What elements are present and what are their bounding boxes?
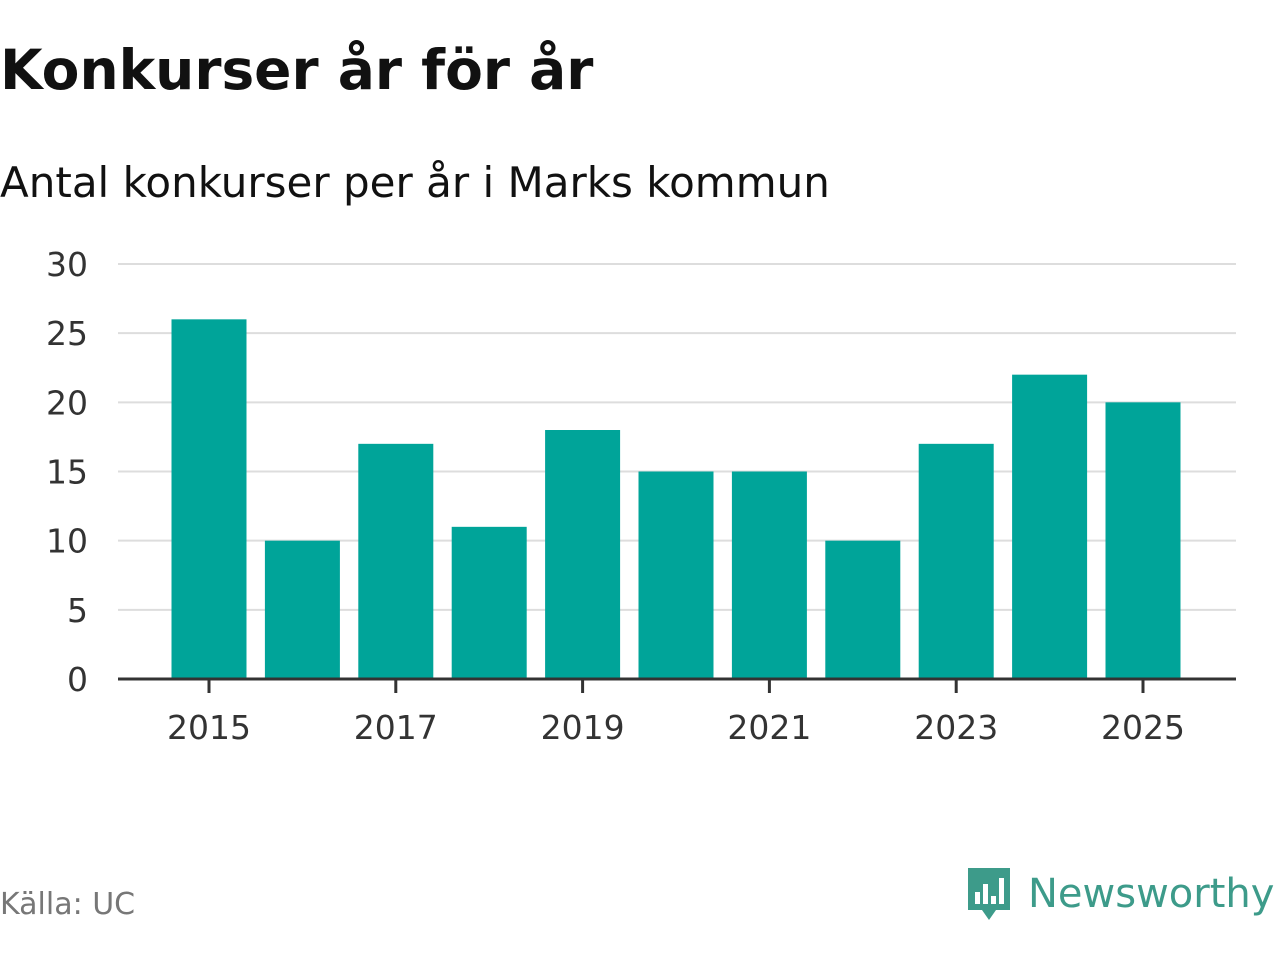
bar-2017 [358, 443, 434, 679]
bar-2024 [1012, 374, 1088, 679]
y-tick-label: 10 [46, 522, 88, 561]
x-tick-label: 2019 [541, 708, 625, 747]
bar-2022 [825, 540, 901, 679]
chart-subtitle: Antal konkurser per år i Marks kommun [0, 158, 830, 207]
x-tick-label: 2021 [727, 708, 811, 747]
y-tick-label: 20 [46, 383, 88, 422]
brand-logo: Newsworthy [964, 864, 1274, 924]
x-tick-label: 2025 [1101, 708, 1185, 747]
x-tick-label: 2017 [354, 708, 438, 747]
y-tick-label: 25 [46, 314, 88, 353]
y-tick-label: 30 [46, 245, 88, 284]
bar-2015 [171, 319, 247, 679]
bar-2023 [918, 443, 994, 679]
y-tick-label: 5 [67, 591, 88, 630]
bar-2020 [638, 471, 714, 679]
bar-2025 [1105, 402, 1181, 679]
bar-2019 [545, 430, 621, 679]
x-tick-label: 2015 [167, 708, 251, 747]
y-tick-label: 0 [67, 660, 88, 699]
newsworthy-logo-icon [968, 868, 1010, 920]
brand-name: Newsworthy [1028, 871, 1275, 917]
x-tick-label: 2023 [914, 708, 998, 747]
bar-2016 [264, 540, 340, 679]
chart-title: Konkurser år för år [0, 38, 594, 102]
bar-2018 [451, 526, 527, 679]
y-tick-label: 15 [46, 453, 88, 492]
source-label: Källa: UC [0, 887, 136, 922]
bar-2021 [731, 471, 807, 679]
